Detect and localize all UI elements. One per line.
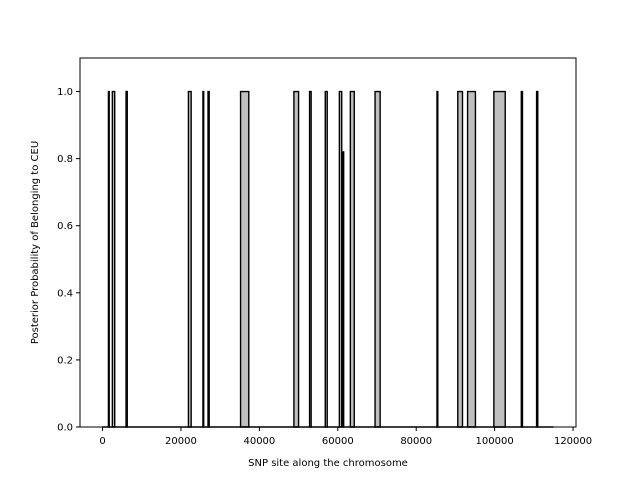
probability-segment [207, 90, 210, 428]
x-axis-label: SNP site along the chromosome [248, 458, 408, 469]
x-tick-label: 60000 [322, 436, 354, 447]
probability-segment [308, 90, 312, 428]
y-tick-label: 0.4 [57, 288, 73, 299]
x-tick-label: 0 [99, 436, 105, 447]
probability-segment [493, 90, 506, 428]
x-tick-label: 80000 [400, 436, 432, 447]
probability-segment [338, 90, 343, 428]
probability-segment [349, 90, 355, 428]
y-axis: 0.0 0.2 0.4 0.6 0.8 1.0 [57, 87, 80, 434]
probability-segment [535, 90, 539, 428]
probability-segment [374, 90, 381, 428]
axes-frame [79, 57, 577, 428]
plot-area [102, 90, 554, 428]
probability-segment [202, 90, 205, 428]
y-tick-label: 0.8 [57, 154, 73, 165]
x-tick-label: 40000 [243, 436, 275, 447]
probability-segment [466, 90, 477, 428]
probability-segment [436, 90, 439, 428]
probability-segment [111, 90, 116, 428]
probability-segment [239, 90, 250, 428]
y-tick-label: 0.6 [57, 221, 73, 232]
probability-segment [293, 90, 300, 428]
x-tick-label: 20000 [165, 436, 197, 447]
probability-segment [125, 90, 128, 428]
x-tick-label: 100000 [476, 436, 514, 447]
x-axis: 0 20000 40000 60000 80000 100000 120000 [99, 427, 592, 447]
probability-segment [520, 90, 524, 428]
x-tick-label: 120000 [554, 436, 592, 447]
probability-segment [342, 151, 345, 428]
y-tick-label: 0.0 [57, 423, 73, 434]
y-tick-label: 1.0 [57, 87, 73, 98]
probability-segment [457, 90, 464, 428]
probability-segment [187, 90, 192, 428]
y-axis-label: Posterior Probability of Belonging to CE… [30, 141, 41, 344]
probability-segment [324, 90, 328, 428]
probability-segment [107, 90, 110, 428]
y-tick-label: 0.2 [57, 355, 73, 366]
